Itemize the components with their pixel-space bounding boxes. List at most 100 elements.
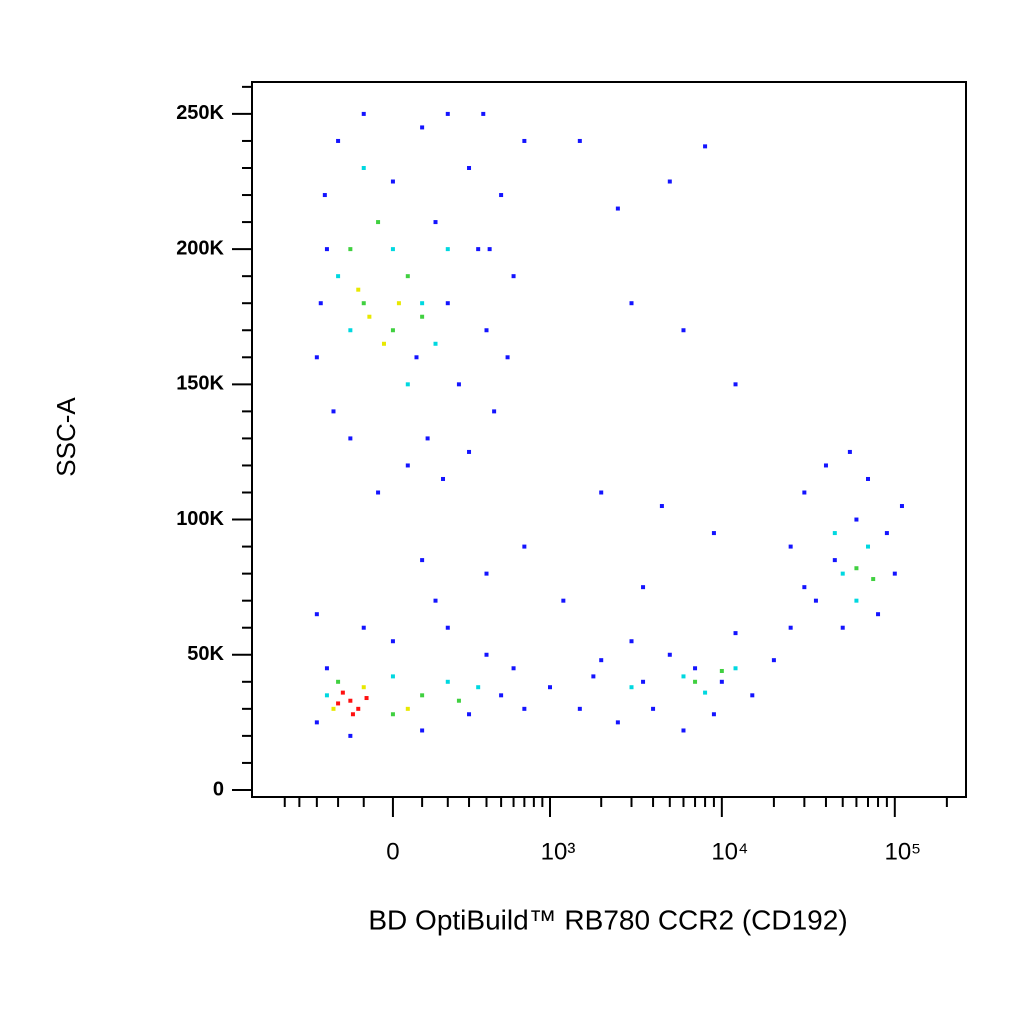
dot — [505, 355, 510, 360]
dot — [854, 566, 859, 571]
dot — [703, 690, 708, 695]
dot — [356, 706, 361, 711]
dot — [693, 679, 698, 684]
dot — [433, 220, 438, 225]
dot — [467, 165, 472, 170]
dot — [318, 301, 323, 306]
dot — [405, 463, 410, 468]
dot — [667, 179, 672, 184]
dot — [445, 301, 450, 306]
dot — [420, 728, 425, 733]
dot — [361, 685, 366, 690]
y-tick-label: 100K — [176, 508, 224, 530]
dot — [615, 206, 620, 211]
dot — [492, 409, 497, 414]
dot — [641, 585, 646, 590]
dot — [420, 558, 425, 563]
y-tick-label: 200K — [176, 237, 224, 259]
dot — [561, 598, 566, 603]
dot — [667, 652, 672, 657]
dot — [832, 558, 837, 563]
dot — [414, 355, 419, 360]
dot — [802, 585, 807, 590]
x-tick-label: 10⁵ — [884, 838, 921, 865]
dot — [733, 382, 738, 387]
dot — [847, 449, 852, 454]
dot — [314, 355, 319, 360]
dot — [711, 531, 716, 536]
dot — [681, 328, 686, 333]
dot — [420, 693, 425, 698]
dot — [487, 247, 492, 252]
dot — [522, 706, 527, 711]
dot — [876, 612, 881, 617]
dot — [522, 544, 527, 549]
dot — [348, 328, 353, 333]
dot — [381, 341, 386, 346]
dot — [445, 679, 450, 684]
dot — [420, 314, 425, 319]
dot — [511, 666, 516, 671]
plot-frame — [251, 81, 967, 798]
dot — [420, 125, 425, 130]
dot — [884, 531, 889, 536]
dot — [629, 685, 634, 690]
dot — [591, 674, 596, 679]
dot — [390, 674, 395, 679]
dot — [750, 693, 755, 698]
dot — [577, 138, 582, 143]
dot — [840, 625, 845, 630]
y-tick-label: 150K — [176, 373, 224, 395]
dot — [445, 247, 450, 252]
dot — [467, 449, 472, 454]
dot — [441, 476, 446, 481]
dot — [733, 666, 738, 671]
dot — [481, 111, 486, 116]
dot — [322, 193, 327, 198]
dot — [324, 693, 329, 698]
dot — [866, 544, 871, 549]
dot — [499, 193, 504, 198]
dot — [802, 490, 807, 495]
y-tick-label: 50K — [187, 643, 224, 665]
dot — [445, 625, 450, 630]
dot — [467, 712, 472, 717]
dot — [866, 476, 871, 481]
dot — [324, 666, 329, 671]
dot — [456, 382, 461, 387]
x-axis-label: BD OptiBuild™ RB780 CCR2 (CD192) — [368, 904, 847, 935]
dot — [433, 598, 438, 603]
dot — [659, 504, 664, 509]
dot — [340, 690, 345, 695]
dot — [629, 639, 634, 644]
dot — [361, 625, 366, 630]
dot — [331, 409, 336, 414]
dot — [854, 598, 859, 603]
dot — [364, 696, 369, 701]
dot — [892, 571, 897, 576]
dot — [703, 144, 708, 149]
dot — [733, 631, 738, 636]
dot — [390, 179, 395, 184]
dot — [476, 685, 481, 690]
dot — [854, 517, 859, 522]
dot — [390, 712, 395, 717]
y-tick-label: 0 — [213, 778, 224, 800]
dot — [476, 247, 481, 252]
dot — [615, 720, 620, 725]
dot — [771, 658, 776, 663]
dot — [823, 463, 828, 468]
dot — [348, 436, 353, 441]
dot — [420, 301, 425, 306]
dot — [405, 382, 410, 387]
dot — [331, 706, 336, 711]
x-tick-label: 10⁴ — [711, 838, 748, 865]
dot — [840, 571, 845, 576]
dot — [548, 685, 553, 690]
dot — [599, 658, 604, 663]
dot — [651, 706, 656, 711]
dot — [405, 706, 410, 711]
dot — [361, 111, 366, 116]
dot — [324, 247, 329, 252]
dot — [405, 274, 410, 279]
